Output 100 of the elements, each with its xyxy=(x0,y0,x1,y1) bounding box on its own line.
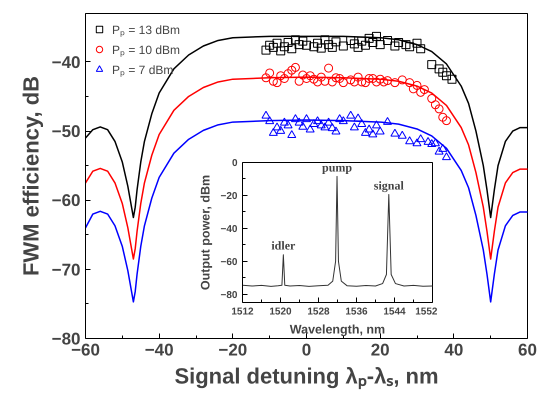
point xyxy=(276,126,286,134)
point xyxy=(357,119,366,127)
y-tick-label: −60 xyxy=(220,256,238,268)
point xyxy=(316,120,326,128)
point xyxy=(360,78,370,88)
point xyxy=(272,38,282,48)
point xyxy=(405,136,414,144)
x-tick-label: 1552 xyxy=(415,306,438,318)
legend-label: Pₚ = 10 dBm xyxy=(112,42,180,58)
point xyxy=(331,73,340,82)
y-tick-label: 0 xyxy=(232,158,238,169)
point xyxy=(398,75,407,84)
point xyxy=(364,74,374,83)
point xyxy=(338,78,348,88)
point xyxy=(265,116,274,124)
point xyxy=(320,122,330,130)
point xyxy=(316,72,326,82)
point xyxy=(302,40,311,50)
point xyxy=(350,122,359,130)
point xyxy=(394,38,404,48)
point xyxy=(328,123,337,132)
point xyxy=(287,44,296,54)
x-tick-label: 1520 xyxy=(269,306,292,318)
point xyxy=(287,66,296,75)
point xyxy=(412,38,422,48)
point xyxy=(376,126,385,135)
point xyxy=(346,36,356,45)
point xyxy=(346,110,356,119)
x-tick-label: 60 xyxy=(518,340,537,360)
point xyxy=(261,73,270,82)
point xyxy=(320,35,330,44)
point xyxy=(261,46,270,55)
point xyxy=(376,40,385,50)
point xyxy=(331,126,340,135)
point xyxy=(350,39,359,48)
point xyxy=(427,139,436,147)
point xyxy=(364,124,374,132)
point xyxy=(424,137,433,145)
point xyxy=(302,74,311,83)
x-tick-label: 40 xyxy=(444,340,464,360)
legend-label: Pₚ = 13 dBm xyxy=(112,22,180,38)
point xyxy=(360,40,370,50)
x-tick-label: 20 xyxy=(370,340,390,360)
point xyxy=(383,76,392,86)
point xyxy=(438,68,448,77)
point xyxy=(398,130,407,139)
point xyxy=(290,62,300,72)
point xyxy=(298,36,308,46)
point xyxy=(390,42,400,50)
point xyxy=(328,42,337,52)
point xyxy=(287,130,296,138)
point xyxy=(383,36,392,45)
point xyxy=(368,74,378,83)
point xyxy=(313,38,322,48)
point xyxy=(354,42,363,52)
point xyxy=(324,118,334,126)
point xyxy=(430,100,440,110)
point xyxy=(313,116,322,124)
point xyxy=(284,120,293,128)
point xyxy=(401,40,410,50)
point xyxy=(272,78,282,88)
point xyxy=(302,114,311,122)
point xyxy=(390,78,400,88)
point xyxy=(272,122,282,130)
point xyxy=(346,75,356,84)
point xyxy=(331,37,340,46)
y-tick-label: −60 xyxy=(52,191,81,210)
point xyxy=(316,44,326,53)
point xyxy=(335,114,344,122)
point xyxy=(324,64,334,73)
point xyxy=(268,42,278,52)
point xyxy=(372,77,381,86)
point xyxy=(442,116,451,126)
point xyxy=(280,74,289,83)
point xyxy=(261,110,270,119)
point xyxy=(357,36,366,46)
point xyxy=(306,124,315,132)
y-axis-title: Output power, dBm xyxy=(198,174,213,290)
y-tick-label: −80 xyxy=(220,290,238,301)
point xyxy=(265,40,274,50)
point xyxy=(284,69,293,78)
point xyxy=(313,77,322,86)
point xyxy=(383,116,392,125)
point xyxy=(408,84,418,94)
point xyxy=(338,116,348,124)
point xyxy=(364,34,374,43)
annotation: pump xyxy=(322,160,352,174)
point xyxy=(338,42,348,50)
point xyxy=(438,144,448,152)
point xyxy=(434,146,444,155)
point xyxy=(284,38,293,48)
point xyxy=(434,64,444,74)
y-tick-label: −70 xyxy=(52,260,81,280)
point xyxy=(412,80,422,90)
x-axis-title: Signal detuning λₚ-λₛ, nm xyxy=(174,364,439,390)
x-tick-label: 1536 xyxy=(345,306,368,318)
point xyxy=(294,40,304,50)
point xyxy=(328,77,337,86)
x-tick-label: 1512 xyxy=(231,306,254,318)
x-tick-label: 1544 xyxy=(383,306,406,318)
